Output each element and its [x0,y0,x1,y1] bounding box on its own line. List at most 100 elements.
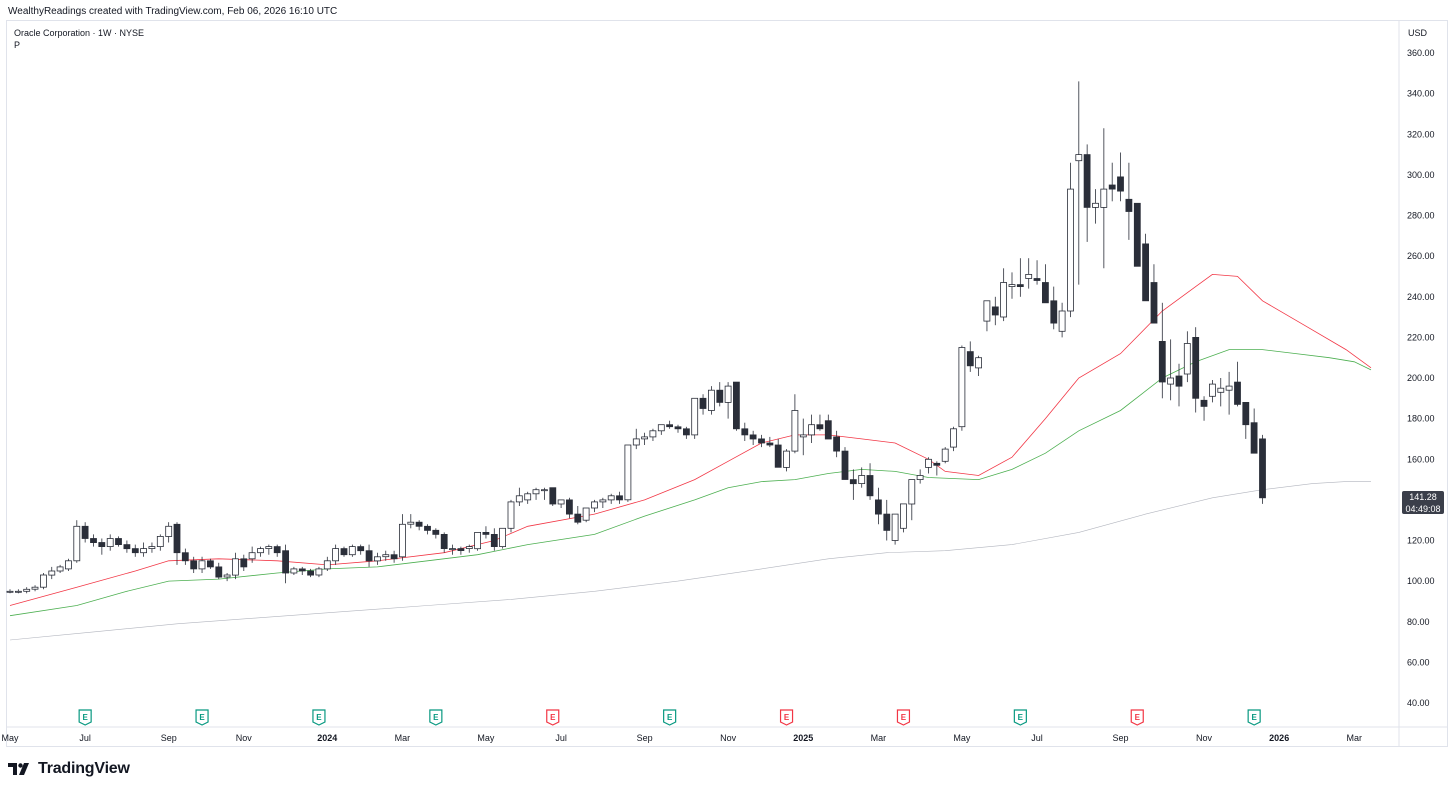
candle [357,544,365,555]
candle-body-down [1125,198,1133,212]
candle-body-up [1075,154,1083,162]
candle-body-up [783,450,790,468]
mid-ma-line [9,349,1372,617]
candle-body-down [365,550,373,562]
candle [1175,363,1183,407]
candle [716,382,724,407]
candle [1125,162,1133,240]
candle [140,542,148,557]
y-tick-label: 260.00 [1407,251,1435,261]
candle-body-down [432,529,440,535]
candle-body-up [950,428,957,448]
candle [298,566,306,575]
candle-body-up [14,590,22,593]
candle-body-down [616,495,623,501]
candle-body-up [290,568,298,574]
currency-label[interactable]: USD [1408,28,1428,38]
earnings-marker-shape [195,709,209,726]
candle [465,544,473,553]
earnings-marker[interactable]: E [1013,709,1027,726]
candle [950,426,957,452]
time-axis[interactable]: May Jul Sep Nov 2024 Mar May Jul Sep Nov 2025 Mar Ma… [1,733,1362,743]
y-tick-label: 340.00 [1407,89,1435,99]
candle [591,499,598,513]
candle [398,514,406,561]
candle-body-down [424,525,431,531]
candle [1000,268,1007,322]
y-tick-label: 220.00 [1407,332,1435,342]
candle [1033,260,1041,285]
candles[interactable] [6,81,1266,594]
candle [900,503,907,533]
candle [1092,189,1099,224]
candle-body-down [758,438,765,444]
candle [323,556,331,571]
candle-body-up [624,444,632,501]
candle [841,447,849,480]
footer-branding[interactable]: TradingView [8,760,130,778]
candle [1250,408,1258,454]
earnings-marker-label: E [667,713,673,722]
y-tick-label: 80.00 [1407,617,1430,627]
candle-body-down [1158,340,1166,383]
candle-body-up [916,475,924,480]
earnings-marker-label: E [784,713,790,722]
candle [733,381,740,431]
earnings-marker[interactable]: E [896,709,911,726]
candle-body-down [1083,154,1091,208]
candle-body-up [1167,377,1174,385]
candle-body-up [56,566,64,572]
candle [482,526,490,539]
candle [808,414,815,443]
candle-body-up [657,424,665,432]
candle-body-up [474,532,482,550]
candle-body-up [40,574,47,588]
candle-body-down [1033,278,1041,281]
earnings-marker[interactable]: E [663,709,677,726]
candle-body-up [599,499,607,503]
candle [1242,401,1250,439]
candle [991,296,999,326]
candle [766,436,774,448]
candle-body-down [1142,243,1149,302]
earnings-marker[interactable]: E [429,709,443,726]
price-axis[interactable]: 40.0060.0080.00100.00120.00140.00160.001… [1407,48,1435,708]
earnings-marker[interactable]: E [1247,709,1261,726]
candle-body-up [156,536,164,548]
earnings-marker[interactable]: E [1130,709,1144,726]
earnings-marker-shape [1013,709,1027,726]
candle [390,550,398,563]
earnings-marker[interactable]: E [546,709,560,726]
candle-body-up [649,430,657,438]
candle [925,457,932,474]
candle-body-down [883,513,891,531]
candle [1217,378,1225,407]
candle-body-down [215,566,223,578]
candle [148,542,156,553]
candle-body-down [181,552,189,562]
earnings-marker[interactable]: E [779,709,794,726]
candle [708,386,715,415]
earnings-marker[interactable]: E [78,709,92,726]
candle-body-up [799,434,807,438]
candle [1234,361,1241,407]
candle [115,536,122,547]
earnings-marker[interactable]: E [195,709,209,726]
candle [983,300,991,332]
candle [1075,81,1083,285]
earnings-marker[interactable]: E [312,709,326,726]
candle-body-up [582,507,590,521]
symbol-legend[interactable]: Oracle Corporation · 1W · NYSE P [14,27,144,51]
candle-body-up [348,546,356,556]
candle-body-down [824,420,832,440]
candle-body-up [332,548,340,562]
candle-body-up [6,590,14,593]
candle-body-down [699,397,707,409]
candle [14,589,22,594]
candle [181,548,189,565]
candle [273,544,281,557]
candle-body-up [31,586,39,590]
candle-body-up [148,546,156,549]
